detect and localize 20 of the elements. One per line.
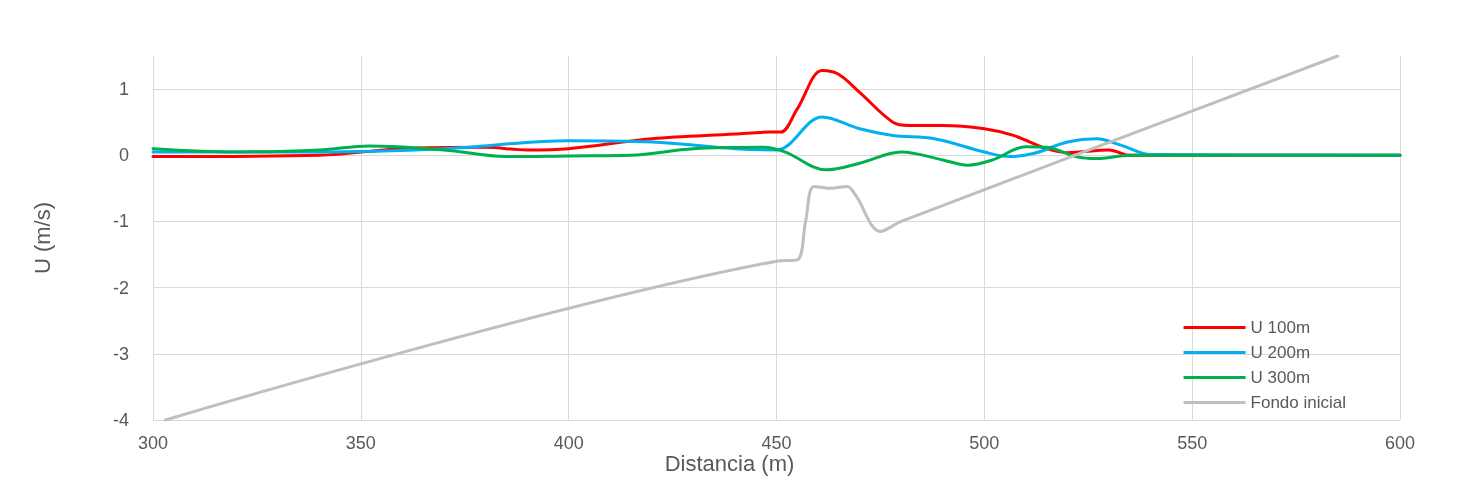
y-tick-label: -4: [112, 410, 129, 430]
x-tick-label: 550: [1177, 433, 1208, 453]
x-tick-label: 350: [345, 433, 376, 453]
line-series: [151, 144, 1402, 172]
legend-label: U 100m: [1250, 318, 1311, 337]
x-axis-title: Distancia (m): [664, 450, 795, 476]
legend-label: Fondo inicial: [1250, 393, 1347, 412]
legend-label: U 200m: [1250, 343, 1311, 362]
legend-label: U 300m: [1250, 368, 1311, 387]
x-tick-label: 300: [137, 433, 169, 453]
y-tick-label: -1: [112, 211, 129, 232]
y-tick-label: -3: [112, 343, 129, 364]
y-tick-label: -2: [112, 277, 129, 298]
y-tick-label: 0: [118, 145, 129, 166]
x-tick-label: 450: [761, 433, 792, 453]
y-tick-label: 1: [118, 79, 129, 100]
x-tick-label: 400: [553, 433, 584, 453]
y-axis-title: U (m/s): [29, 201, 55, 275]
x-tick-label: 500: [969, 433, 1000, 453]
x-tick-label: 600: [1384, 433, 1416, 453]
